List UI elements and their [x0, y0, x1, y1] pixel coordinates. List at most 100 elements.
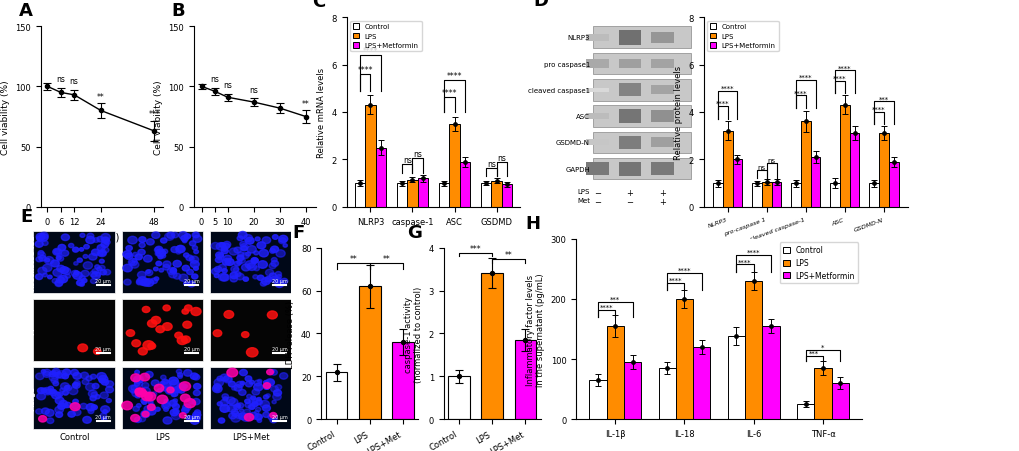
- Point: [606, 322, 623, 330]
- Point: [624, 359, 640, 366]
- Circle shape: [103, 410, 107, 414]
- Bar: [586, 113, 608, 120]
- Circle shape: [64, 386, 69, 390]
- Y-axis label: Relative mRNA levels: Relative mRNA levels: [317, 68, 326, 158]
- Circle shape: [279, 373, 287, 379]
- Circle shape: [283, 244, 287, 248]
- Circle shape: [123, 280, 131, 285]
- Circle shape: [40, 233, 48, 239]
- Circle shape: [214, 274, 219, 278]
- Bar: [651, 162, 673, 176]
- Circle shape: [275, 281, 283, 288]
- Circle shape: [192, 233, 199, 238]
- Text: ****: ****: [738, 259, 751, 265]
- Circle shape: [170, 410, 178, 416]
- Circle shape: [213, 330, 221, 337]
- Circle shape: [226, 368, 237, 377]
- Circle shape: [93, 238, 99, 243]
- Circle shape: [233, 248, 240, 253]
- Circle shape: [176, 369, 181, 374]
- Circle shape: [168, 272, 176, 278]
- Point: [404, 177, 420, 184]
- Circle shape: [138, 250, 145, 256]
- Text: ns: ns: [56, 74, 65, 83]
- Circle shape: [257, 276, 264, 281]
- Text: LPS: LPS: [577, 189, 589, 194]
- Text: **: **: [382, 254, 390, 263]
- Circle shape: [142, 400, 147, 405]
- Circle shape: [141, 410, 150, 418]
- Bar: [830, 383, 848, 419]
- Bar: [592, 80, 690, 101]
- Text: pro caspase1: pro caspase1: [543, 61, 589, 67]
- Circle shape: [154, 248, 161, 253]
- Circle shape: [263, 383, 270, 389]
- Text: **: **: [348, 254, 357, 263]
- Bar: [791, 184, 800, 207]
- Circle shape: [154, 277, 159, 281]
- Circle shape: [160, 239, 167, 244]
- Circle shape: [268, 414, 274, 420]
- Circle shape: [57, 371, 66, 378]
- Circle shape: [181, 408, 189, 413]
- Circle shape: [237, 403, 244, 408]
- Circle shape: [62, 369, 70, 376]
- Circle shape: [247, 246, 256, 253]
- Circle shape: [88, 409, 94, 414]
- Bar: [619, 136, 641, 150]
- Circle shape: [135, 417, 142, 423]
- Circle shape: [92, 272, 100, 280]
- Circle shape: [71, 403, 78, 409]
- Text: ****: ****: [720, 85, 734, 92]
- Circle shape: [254, 251, 259, 255]
- Text: −: −: [593, 198, 600, 207]
- Circle shape: [86, 376, 92, 381]
- Circle shape: [180, 394, 190, 402]
- Bar: [447, 377, 470, 419]
- Circle shape: [178, 275, 187, 282]
- Circle shape: [100, 270, 106, 275]
- Circle shape: [124, 253, 132, 260]
- Circle shape: [177, 373, 182, 377]
- Circle shape: [102, 417, 107, 421]
- Bar: [514, 340, 536, 419]
- Circle shape: [239, 242, 247, 247]
- Text: LPS+Met: LPS+Met: [232, 432, 269, 441]
- Circle shape: [137, 376, 141, 380]
- Circle shape: [194, 384, 201, 389]
- Bar: [878, 134, 888, 207]
- Circle shape: [128, 385, 138, 392]
- Circle shape: [144, 406, 152, 412]
- Circle shape: [228, 382, 235, 387]
- Circle shape: [151, 392, 157, 396]
- Circle shape: [270, 413, 276, 418]
- Circle shape: [91, 279, 97, 284]
- Circle shape: [171, 268, 176, 272]
- Circle shape: [56, 412, 62, 418]
- Bar: [619, 110, 641, 124]
- Text: ****: ****: [871, 107, 884, 113]
- Circle shape: [86, 383, 95, 391]
- Circle shape: [143, 341, 154, 350]
- Text: ****: ****: [668, 277, 682, 283]
- Circle shape: [171, 388, 177, 393]
- Circle shape: [64, 402, 71, 408]
- Circle shape: [216, 243, 225, 251]
- Bar: [586, 162, 608, 176]
- Point: [517, 336, 533, 344]
- Circle shape: [249, 405, 255, 410]
- Circle shape: [272, 400, 276, 404]
- Circle shape: [269, 249, 275, 253]
- Text: ***: ***: [470, 244, 481, 253]
- Circle shape: [148, 400, 153, 404]
- Circle shape: [223, 397, 228, 401]
- Bar: [606, 326, 624, 419]
- Circle shape: [174, 332, 182, 339]
- Circle shape: [131, 390, 141, 397]
- Circle shape: [211, 243, 219, 250]
- Circle shape: [260, 281, 266, 286]
- Circle shape: [131, 340, 141, 347]
- Circle shape: [245, 376, 252, 382]
- Circle shape: [265, 270, 273, 276]
- Circle shape: [146, 270, 150, 274]
